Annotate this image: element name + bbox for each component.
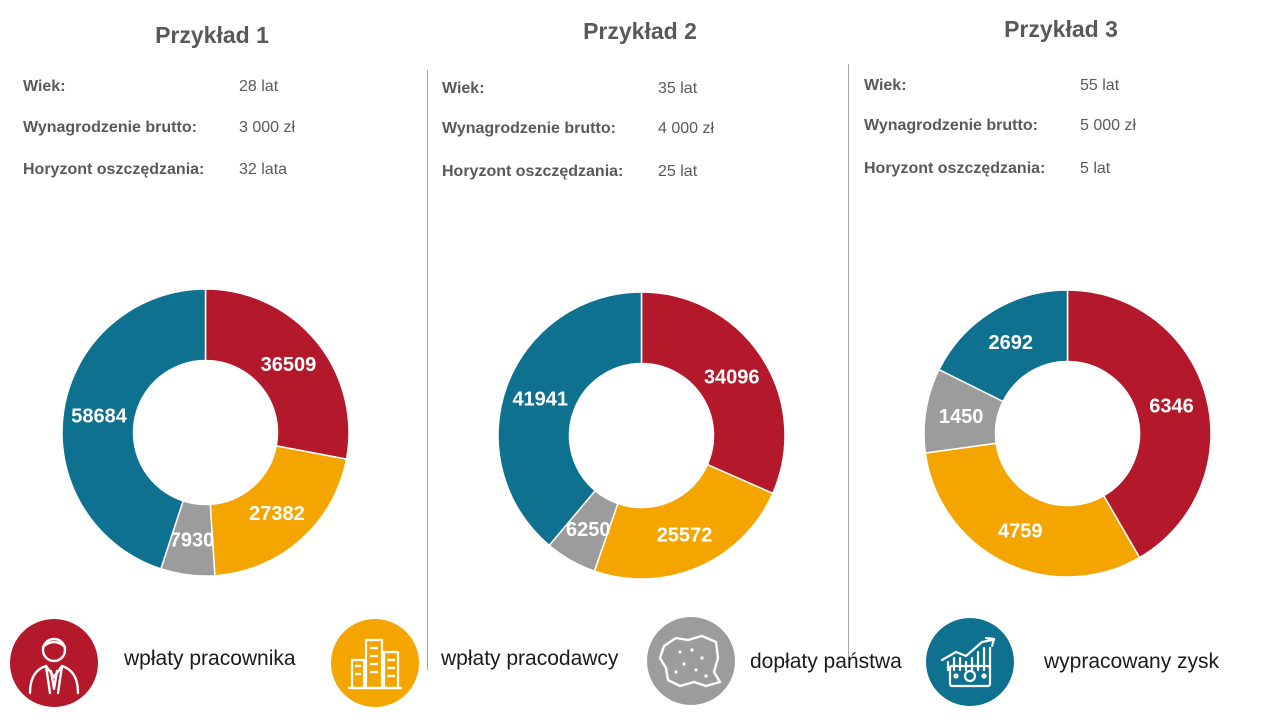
example-title: Przykład 2 [583, 18, 697, 44]
data-label: 6346 [1149, 395, 1194, 417]
info-value: 25 lat [658, 163, 698, 180]
data-label: 58684 [71, 406, 127, 428]
info-value: 32 lata [239, 161, 288, 178]
slice-profit [938, 289, 1069, 403]
data-label: 27382 [249, 503, 305, 525]
info-value: 55 lat [1080, 77, 1120, 94]
data-label: 1450 [939, 406, 984, 428]
info-value: 3 000 zł [239, 119, 296, 136]
example-1: Przykład 1 Wiek: 28 lat Wynagrodzenie br… [0, 0, 426, 600]
data-label: 34096 [704, 367, 760, 389]
money-growth-chart-icon [926, 618, 1014, 706]
info-label: Wiek: [442, 80, 485, 97]
data-label: 2692 [989, 332, 1033, 354]
donut-chart-example-1: 36509 27382 7930 58684 [61, 288, 350, 577]
legend-label-employee: wpłaty pracownika [124, 647, 296, 670]
info-label: Wynagrodzenie brutto: [864, 117, 1038, 134]
office-buildings-icon [331, 619, 419, 707]
poland-map-icon [647, 617, 735, 705]
info-label: Horyzont oszczędzania: [23, 161, 205, 178]
info-value: 4 000 zł [658, 120, 715, 137]
info-label: Horyzont oszczędzania: [442, 163, 624, 180]
legend-label-state: dopłaty państwa [750, 650, 902, 673]
slice-employer [209, 445, 348, 577]
info-value: 5 lat [1080, 160, 1111, 177]
data-label: 6250 [566, 519, 611, 541]
info-value: 5 000 zł [1080, 117, 1137, 134]
info-value: 35 lat [658, 80, 698, 97]
example-title: Przykład 1 [155, 22, 269, 48]
donut-chart-example-2: 34096 25572 6250 41941 [497, 291, 786, 580]
slice-employee [640, 291, 786, 495]
example-title: Przykład 3 [1004, 16, 1118, 42]
info-label: Wynagrodzenie brutto: [442, 120, 616, 137]
column-divider [848, 64, 849, 656]
info-label: Wynagrodzenie brutto: [23, 119, 197, 136]
legend-label-employer: wpłaty pracodawcy [441, 647, 619, 670]
slice-profit [497, 291, 643, 547]
info-label: Wiek: [23, 78, 66, 95]
employee-person-icon [10, 619, 98, 707]
slice-employer [924, 442, 1141, 578]
donut-chart-example-3: 6346 4759 1450 2692 [923, 289, 1212, 578]
slice-employer [593, 463, 774, 580]
slice-profit [61, 288, 207, 570]
info-label: Horyzont oszczędzania: [864, 160, 1046, 177]
data-label: 4759 [998, 520, 1042, 542]
data-label: 25572 [657, 524, 713, 546]
example-2: Przykład 2 Wiek: 35 lat Wynagrodzenie br… [442, 18, 715, 180]
legend-label-profit: wypracowany zysk [1044, 650, 1220, 673]
slice-employee [1066, 289, 1212, 559]
example-3: Przykład 3 Wiek: 55 lat Wynagrodzenie br… [864, 16, 1137, 177]
data-label: 7930 [170, 529, 215, 551]
data-label: 36509 [261, 354, 317, 376]
info-value: 28 lat [239, 78, 279, 95]
column-divider [427, 70, 428, 670]
data-label: 41941 [512, 389, 568, 411]
slice-employee [204, 288, 350, 461]
info-label: Wiek: [864, 77, 907, 94]
